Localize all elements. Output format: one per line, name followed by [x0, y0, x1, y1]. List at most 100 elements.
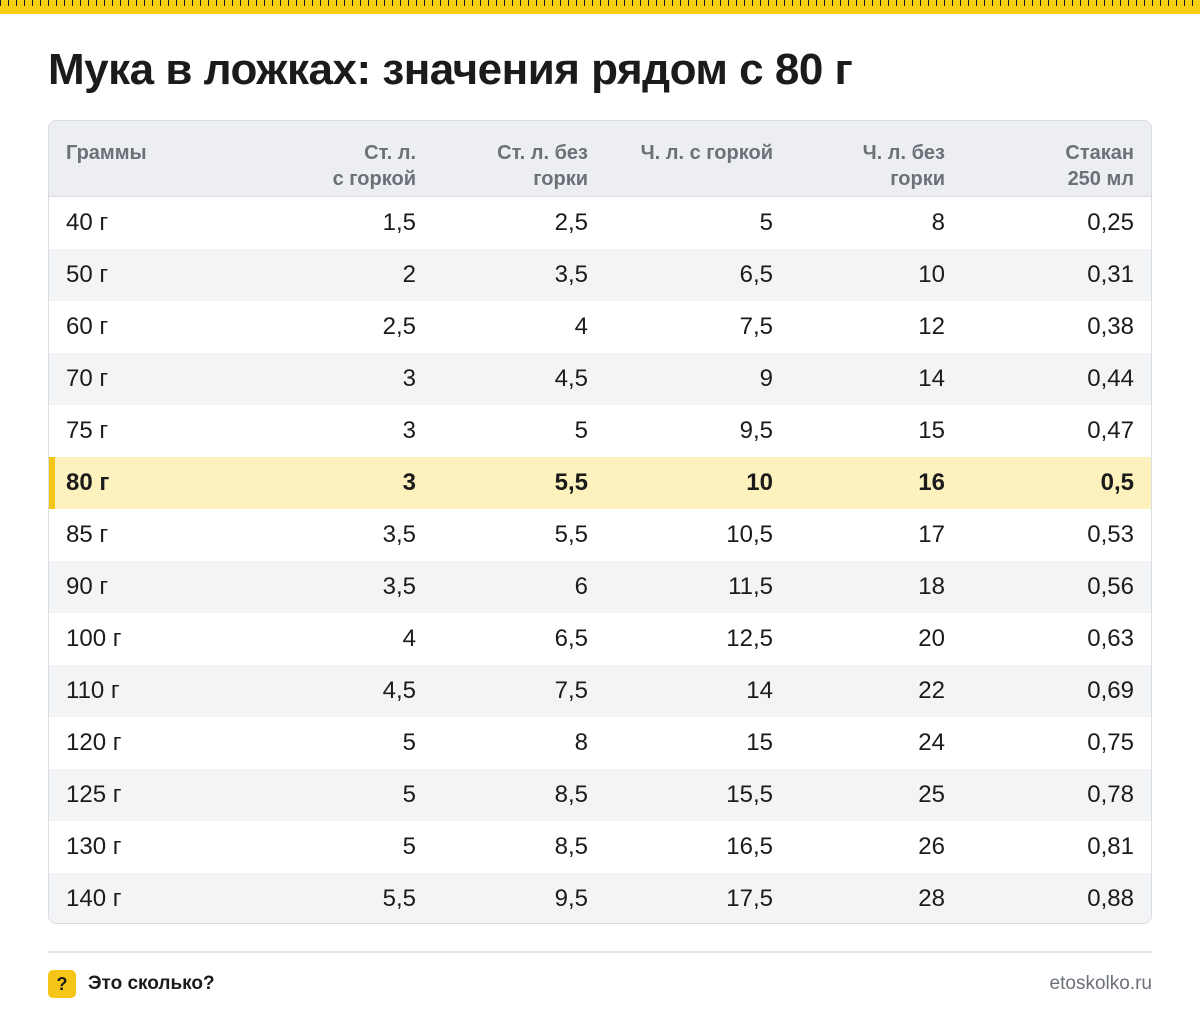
cell-grams: 140 г: [66, 885, 122, 912]
cell-tsp-level: 17: [918, 521, 945, 548]
cell-grams: 130 г: [66, 833, 122, 860]
table-row: 40 г 1,5 2,5 5 8 0,25: [49, 197, 1151, 249]
cell-grams: 75 г: [66, 417, 109, 444]
header-cup-250: Стакан 250 мл: [1065, 142, 1134, 190]
cell-cup-250: 0,44: [1087, 365, 1134, 392]
cell-tsp-heaped: 6,5: [739, 261, 773, 288]
cell-cup-250: 0,63: [1087, 625, 1134, 652]
cell-cup-250: 0,56: [1087, 573, 1134, 600]
table-row: 110 г 4,5 7,5 14 22 0,69: [49, 665, 1151, 717]
table-row: 60 г 2,5 4 7,5 12 0,38: [49, 301, 1151, 353]
cell-tsp-level: 18: [918, 573, 945, 600]
cell-cup-250: 0,53: [1087, 521, 1134, 548]
cell-tbsp-heaped: 3: [402, 417, 416, 444]
cell-tbsp-heaped: 5,5: [382, 885, 416, 912]
cell-grams: 120 г: [66, 729, 122, 756]
cell-tsp-level: 16: [918, 469, 945, 496]
cell-tbsp-heaped: 2: [402, 261, 416, 288]
cell-tbsp-level: 6,5: [554, 625, 588, 652]
cell-cup-250: 0,78: [1087, 781, 1134, 808]
cell-tsp-level: 20: [918, 625, 945, 652]
cell-cup-250: 0,75: [1087, 729, 1134, 756]
footer-divider: [48, 951, 1152, 953]
cell-cup-250: 0,25: [1087, 209, 1134, 236]
cell-tsp-level: 10: [918, 261, 945, 288]
cell-tbsp-level: 9,5: [554, 885, 588, 912]
cell-tbsp-level: 8: [574, 729, 588, 756]
cell-cup-250: 0,81: [1087, 833, 1134, 860]
header-grams: Граммы: [66, 142, 147, 164]
brand-name: Это сколько?: [88, 973, 215, 994]
cell-tbsp-heaped: 3: [402, 365, 416, 392]
question-badge-icon: ?: [48, 970, 76, 998]
cell-tsp-level: 28: [918, 885, 945, 912]
brand: ? Это сколько?: [48, 969, 215, 999]
table-row: 70 г 3 4,5 9 14 0,44: [49, 353, 1151, 405]
cell-tsp-heaped: 10,5: [726, 521, 773, 548]
cell-grams: 125 г: [66, 781, 122, 808]
cell-tsp-level: 22: [918, 677, 945, 704]
cell-tbsp-level: 3,5: [554, 261, 588, 288]
cell-tbsp-heaped: 1,5: [382, 209, 416, 236]
cell-grams: 80 г: [66, 469, 110, 496]
cell-grams: 90 г: [66, 573, 109, 600]
cell-cup-250: 0,88: [1087, 885, 1134, 912]
cell-tbsp-heaped: 3: [402, 469, 416, 496]
table-row: 85 г 3,5 5,5 10,5 17 0,53: [49, 509, 1151, 561]
cell-tbsp-heaped: 5: [402, 729, 416, 756]
cell-tsp-heaped: 5: [759, 209, 773, 236]
cell-tsp-level: 8: [931, 209, 945, 236]
cell-cup-250: 0,31: [1087, 261, 1134, 288]
cell-tsp-level: 26: [918, 833, 945, 860]
cell-tbsp-heaped: 3,5: [382, 521, 416, 548]
ruler-strip: [0, 0, 1200, 14]
cell-tsp-heaped: 10: [746, 469, 773, 496]
cell-tsp-level: 15: [918, 417, 945, 444]
cell-grams: 70 г: [66, 365, 109, 392]
cell-tbsp-level: 5,5: [554, 469, 588, 496]
header-tbsp-heaped: Ст. л. с горкой: [332, 142, 416, 190]
cell-grams: 110 г: [66, 677, 120, 704]
cell-tsp-level: 25: [918, 781, 945, 808]
table-row: 75 г 3 5 9,5 15 0,47: [49, 405, 1151, 457]
cell-tsp-heaped: 15: [746, 729, 773, 756]
table-row: 125 г 5 8,5 15,5 25 0,78: [49, 769, 1151, 821]
cell-cup-250: 0,38: [1087, 313, 1134, 340]
cell-tsp-level: 12: [918, 313, 945, 340]
cell-tsp-heaped: 11,5: [728, 573, 773, 600]
cell-tsp-heaped: 17,5: [726, 885, 773, 912]
cell-cup-250: 0,47: [1087, 417, 1134, 444]
cell-tsp-heaped: 16,5: [726, 833, 773, 860]
cell-tbsp-heaped: 2,5: [382, 313, 416, 340]
page-title: Мука в ложках: значения рядом с 80 г: [48, 45, 853, 94]
cell-grams: 85 г: [66, 521, 109, 548]
header-tbsp-level: Ст. л. без горки: [497, 142, 588, 190]
cell-tbsp-level: 4,5: [554, 365, 588, 392]
cell-tbsp-level: 8,5: [554, 833, 588, 860]
cell-tsp-heaped: 9: [759, 365, 773, 392]
cell-tbsp-heaped: 5: [402, 781, 416, 808]
table-row: 140 г 5,5 9,5 17,5 28 0,88: [49, 873, 1151, 923]
table-row: 50 г 2 3,5 6,5 10 0,31: [49, 249, 1151, 301]
cell-tbsp-level: 5,5: [554, 521, 588, 548]
cell-tsp-level: 14: [918, 365, 945, 392]
cell-grams: 40 г: [66, 209, 109, 236]
cell-tbsp-level: 8,5: [554, 781, 588, 808]
table-row: 130 г 5 8,5 16,5 26 0,81: [49, 821, 1151, 873]
cell-tsp-heaped: 9,5: [739, 417, 773, 444]
cell-tsp-heaped: 7,5: [739, 313, 773, 340]
cell-tsp-level: 24: [918, 729, 945, 756]
cell-cup-250: 0,69: [1087, 677, 1134, 704]
table-row: 100 г 4 6,5 12,5 20 0,63: [49, 613, 1151, 665]
site-url: etoskolko.ru: [1049, 973, 1152, 994]
table-row-highlighted: 80 г 3 5,5 10 16 0,5: [49, 457, 1151, 509]
cell-grams: 100 г: [66, 625, 122, 652]
table-row: 120 г 5 8 15 24 0,75: [49, 717, 1151, 769]
cell-grams: 60 г: [66, 313, 109, 340]
table-row: 90 г 3,5 6 11,5 18 0,56: [49, 561, 1151, 613]
table-header: Граммы Ст. л. с горкой Ст. л. без горки …: [49, 121, 1151, 197]
cell-cup-250: 0,5: [1100, 469, 1134, 496]
cell-tbsp-level: 6: [574, 573, 588, 600]
cell-tsp-heaped: 12,5: [726, 625, 773, 652]
table-body: 40 г 1,5 2,5 5 8 0,25 50 г 2 3,5 6,5 10 0,31 60 г 2,5…: [49, 197, 1151, 923]
